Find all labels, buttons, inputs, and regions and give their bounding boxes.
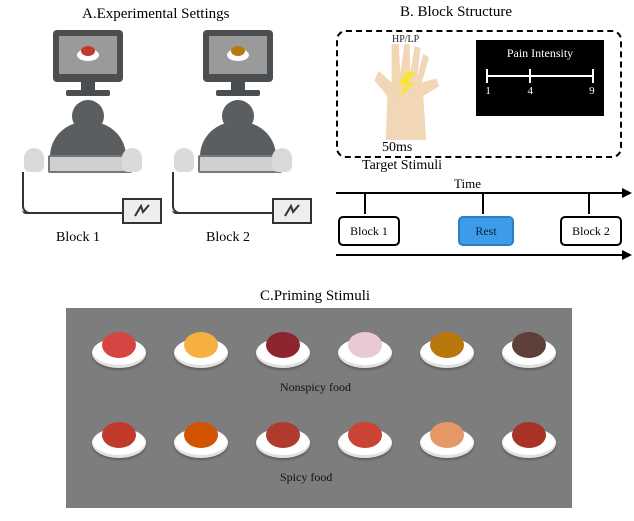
electrode-wire: [22, 210, 122, 214]
plate-spicy-6: [502, 428, 556, 458]
food-spicy-1-icon: [102, 422, 136, 448]
electrode-wire: [22, 172, 44, 214]
plate-spicy-1: [92, 428, 146, 458]
duration-label: 50ms: [382, 140, 412, 156]
pain-num-min: 1: [485, 85, 491, 97]
food-fries-icon: [184, 332, 218, 358]
food-spicy-2-icon: [184, 422, 218, 448]
rest-box: Rest: [458, 216, 514, 246]
plate-spicy-2: [174, 428, 228, 458]
block-2-box: Block 2: [560, 216, 622, 246]
bottom-arrow-head: [622, 250, 632, 260]
food-spicy-4-icon: [348, 422, 382, 448]
hand-icon: [122, 148, 142, 172]
pain-tick: [529, 69, 531, 83]
panel-b-title: B. Block Structure: [400, 4, 512, 21]
food-apple-icon: [102, 332, 136, 358]
pain-tick: [486, 69, 488, 83]
pain-scale: 1 4 9: [486, 67, 594, 101]
time-arrow-head: [622, 188, 632, 198]
keyboard-icon: [198, 155, 282, 173]
electrode-wire: [172, 210, 272, 214]
plate-spicy-4: [338, 428, 392, 458]
plate-icon: [227, 49, 249, 61]
plate-spicy-3: [256, 428, 310, 458]
bolt-mini-icon: [282, 204, 302, 218]
monitor-icon: [203, 30, 273, 82]
food-chocolate-icon: [512, 332, 546, 358]
nonspicy-label: Nonspicy food: [280, 380, 351, 395]
hp-lp-label: HP/LP: [392, 34, 419, 45]
plate-chocolate: [502, 338, 556, 368]
pain-scale-line: [486, 75, 594, 77]
plate-icon: [77, 49, 99, 61]
plate-cherries: [256, 338, 310, 368]
workstation-2: [168, 30, 298, 200]
pain-num-max: 9: [589, 85, 595, 97]
pain-num-mid: 4: [528, 85, 534, 97]
hand-icon: [272, 148, 292, 172]
monitor-base: [216, 90, 260, 96]
keyboard-icon: [48, 155, 132, 173]
plate-apple: [92, 338, 146, 368]
target-stimuli-label: Target Stimuli: [362, 158, 442, 174]
drop-line: [588, 192, 590, 214]
food-icon: [81, 46, 95, 56]
hand-icon: [174, 148, 194, 172]
pain-intensity-box: Pain Intensity 1 4 9: [476, 40, 604, 116]
monitor-icon: [53, 30, 123, 82]
plate-spicy-5: [420, 428, 474, 458]
workstation-1: [18, 30, 148, 200]
station-label: Block 1: [56, 230, 100, 246]
stimulator-icon: [272, 198, 312, 224]
monitor-base: [66, 90, 110, 96]
drop-line: [482, 192, 484, 214]
pain-tick: [592, 69, 594, 83]
block-1-box: Block 1: [338, 216, 400, 246]
spicy-label: Spicy food: [280, 470, 332, 485]
bottom-arrow: [336, 254, 622, 256]
food-icon: [231, 46, 245, 56]
stimulator-icon: [122, 198, 162, 224]
panel-a-title: A.Experimental Settings: [82, 6, 229, 23]
time-arrow: [336, 192, 622, 194]
plate-cupcake: [338, 338, 392, 368]
electrode-wire: [172, 172, 194, 214]
food-burger-icon: [430, 332, 464, 358]
food-cherries-icon: [266, 332, 300, 358]
plate-fries: [174, 338, 228, 368]
food-cupcake-icon: [348, 332, 382, 358]
drop-line: [364, 192, 366, 214]
station-label: Block 2: [206, 230, 250, 246]
food-spicy-5-icon: [430, 422, 464, 448]
plate-burger: [420, 338, 474, 368]
screen: [59, 36, 117, 74]
hand-icon: [24, 148, 44, 172]
bolt-mini-icon: [132, 204, 152, 218]
time-label: Time: [454, 176, 481, 192]
food-spicy-3-icon: [266, 422, 300, 448]
screen: [209, 36, 267, 74]
food-spicy-6-icon: [512, 422, 546, 448]
pain-intensity-title: Pain Intensity: [476, 40, 604, 61]
panel-c-title: C.Priming Stimuli: [260, 288, 370, 305]
